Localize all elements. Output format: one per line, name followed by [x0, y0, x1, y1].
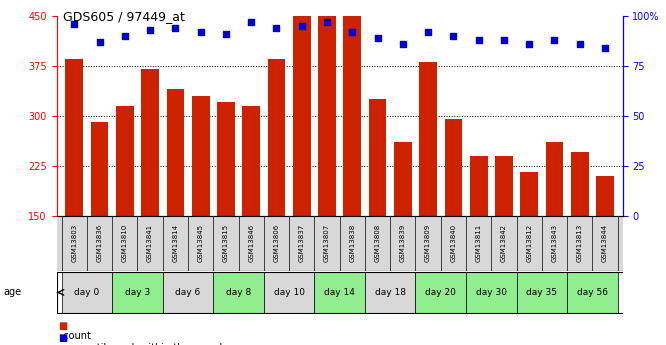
Text: day 0: day 0: [75, 288, 99, 297]
Bar: [394, 142, 412, 216]
Bar: [567, 272, 617, 313]
Bar: [318, 16, 336, 216]
Point: [271, 25, 282, 30]
Text: GSM13842: GSM13842: [501, 224, 507, 262]
Point: [145, 27, 155, 32]
Point: [195, 29, 206, 34]
Point: [574, 41, 585, 46]
Bar: [62, 272, 112, 313]
Bar: [470, 156, 488, 216]
Point: [524, 41, 535, 46]
Bar: [141, 69, 159, 216]
Text: GSM13803: GSM13803: [71, 224, 77, 262]
Text: GSM13845: GSM13845: [198, 224, 204, 262]
Point: [296, 23, 307, 28]
Bar: [596, 176, 614, 216]
Point: [347, 29, 358, 34]
Bar: [517, 272, 567, 313]
Text: day 56: day 56: [577, 288, 608, 297]
Bar: [495, 156, 513, 216]
Bar: [268, 59, 285, 216]
Bar: [65, 59, 83, 216]
Point: [499, 37, 509, 42]
Text: day 8: day 8: [226, 288, 251, 297]
Bar: [444, 119, 462, 216]
Text: GSM13811: GSM13811: [476, 224, 482, 262]
Bar: [242, 106, 260, 216]
Bar: [314, 272, 365, 313]
Point: [599, 45, 610, 50]
Text: GSM13810: GSM13810: [122, 224, 128, 262]
Bar: [369, 99, 386, 216]
Text: GSM13814: GSM13814: [172, 224, 178, 262]
Text: GSM13840: GSM13840: [450, 224, 456, 262]
Point: [322, 19, 332, 24]
Point: [549, 37, 560, 42]
Text: GSM13844: GSM13844: [602, 224, 608, 262]
Bar: [91, 122, 109, 216]
Bar: [365, 272, 416, 313]
Text: GSM13809: GSM13809: [425, 224, 431, 262]
Text: GSM13837: GSM13837: [299, 224, 305, 262]
Text: age: age: [3, 287, 21, 297]
Text: GSM13841: GSM13841: [147, 224, 153, 262]
Bar: [520, 172, 538, 216]
Text: GSM13839: GSM13839: [400, 224, 406, 262]
Text: GSM13806: GSM13806: [274, 224, 280, 262]
Text: GSM13808: GSM13808: [374, 224, 380, 262]
Bar: [192, 96, 210, 216]
Text: day 3: day 3: [125, 288, 150, 297]
Bar: [112, 272, 163, 313]
Text: day 20: day 20: [426, 288, 456, 297]
Text: GSM13812: GSM13812: [526, 224, 532, 262]
Point: [170, 25, 180, 30]
Text: GSM13846: GSM13846: [248, 224, 254, 262]
Bar: [217, 102, 235, 216]
Text: GSM13836: GSM13836: [97, 224, 103, 262]
Text: GSM13815: GSM13815: [223, 224, 229, 262]
Point: [119, 33, 130, 38]
Point: [423, 29, 434, 34]
Point: [474, 37, 484, 42]
Point: [246, 19, 256, 24]
Point: [220, 31, 231, 36]
Point: [69, 21, 80, 26]
Text: day 30: day 30: [476, 288, 507, 297]
Text: GSM13813: GSM13813: [577, 224, 583, 262]
Bar: [571, 152, 589, 216]
Text: percentile rank within the sample: percentile rank within the sample: [57, 343, 228, 345]
Bar: [344, 16, 361, 216]
Text: GSM13843: GSM13843: [551, 224, 557, 262]
Text: day 6: day 6: [175, 288, 200, 297]
Bar: [545, 142, 563, 216]
Text: day 14: day 14: [324, 288, 355, 297]
Text: count: count: [57, 331, 91, 341]
Text: ■: ■: [59, 321, 68, 331]
Text: day 10: day 10: [274, 288, 304, 297]
Text: GDS605 / 97449_at: GDS605 / 97449_at: [63, 10, 185, 23]
Bar: [420, 62, 437, 216]
Bar: [116, 106, 134, 216]
Bar: [416, 272, 466, 313]
Point: [448, 33, 459, 38]
Bar: [293, 16, 310, 216]
Bar: [166, 89, 184, 216]
Bar: [213, 272, 264, 313]
Text: GSM13807: GSM13807: [324, 224, 330, 262]
Text: day 18: day 18: [375, 288, 406, 297]
Text: GSM13838: GSM13838: [349, 224, 355, 262]
Bar: [163, 272, 213, 313]
Text: day 35: day 35: [526, 288, 557, 297]
Text: ■: ■: [59, 333, 68, 343]
Point: [95, 39, 105, 44]
Bar: [466, 272, 517, 313]
Point: [372, 35, 383, 40]
Bar: [264, 272, 314, 313]
Point: [398, 41, 408, 46]
